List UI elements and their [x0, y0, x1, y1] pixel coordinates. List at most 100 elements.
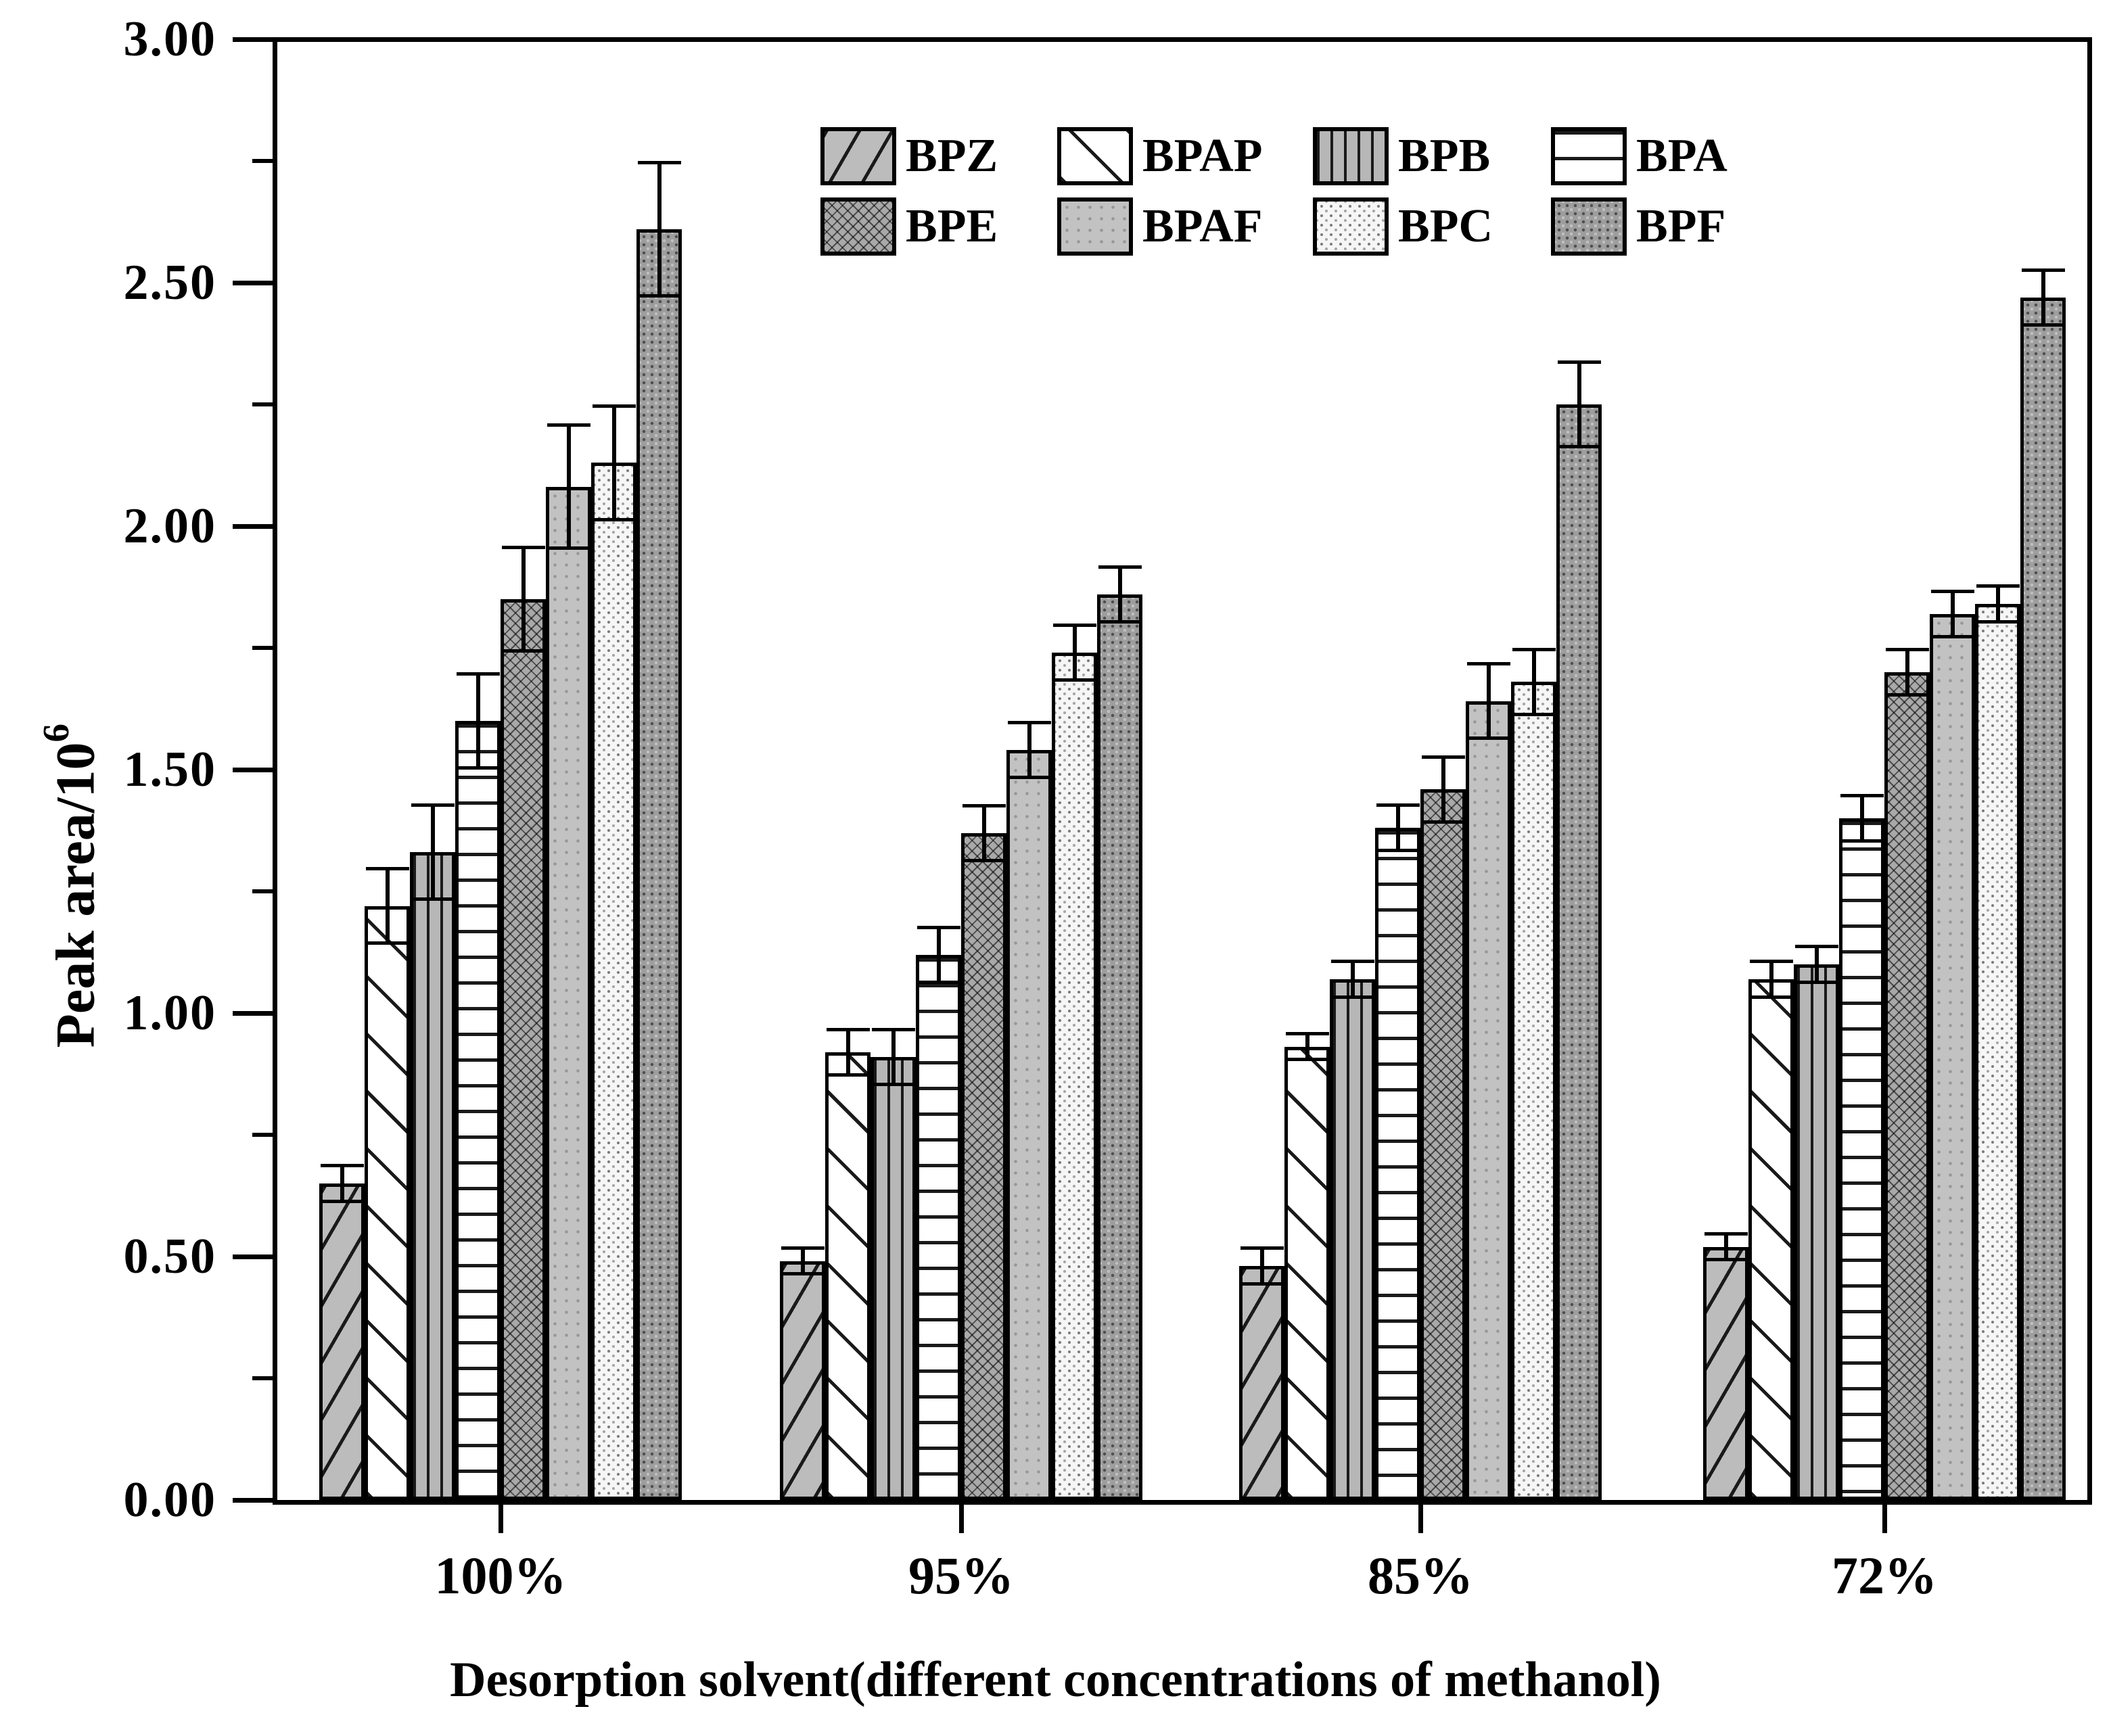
error-bar-BPC-85%	[1512, 648, 1556, 716]
bar-BPZ-100%	[319, 1183, 365, 1500]
legend-swatch-BPE	[820, 197, 896, 256]
bar-BPF-100%	[636, 229, 682, 1500]
error-bar-BPA-72%	[1840, 794, 1884, 843]
legend-swatch-BPA	[1551, 127, 1627, 185]
y-minor-tick	[252, 646, 273, 650]
error-bar-BPAP-95%	[827, 1028, 870, 1077]
error-bar-BPAF-72%	[1931, 590, 1974, 638]
error-bar-BPAP-85%	[1286, 1032, 1329, 1061]
bar-BPE-95%	[961, 833, 1006, 1500]
error-bar-BPB-95%	[872, 1028, 915, 1086]
bar-BPAF-72%	[1930, 614, 1975, 1500]
bar-BPE-72%	[1884, 672, 1930, 1500]
y-major-tick	[233, 524, 273, 529]
legend-swatch-BPZ	[820, 127, 896, 185]
bar-BPA-95%	[916, 955, 961, 1500]
legend-label-BPA: BPA	[1636, 130, 1727, 182]
x-tick-label: 72%	[1832, 1546, 1937, 1605]
error-bar-BPE-85%	[1422, 755, 1465, 824]
error-bar-BPAF-100%	[547, 423, 590, 550]
error-bar-BPE-100%	[502, 546, 545, 653]
y-major-tick	[233, 37, 273, 42]
error-bar-BPZ-72%	[1704, 1232, 1748, 1261]
y-tick-label: 2.00	[123, 498, 216, 554]
bar-BPC-95%	[1052, 653, 1097, 1500]
y-minor-tick	[252, 1376, 273, 1380]
legend-swatch-BPAP	[1057, 127, 1133, 185]
legend-item-BPB: BPB	[1313, 127, 1551, 185]
error-bar-BPA-85%	[1376, 803, 1420, 852]
bar-BPAP-100%	[365, 906, 410, 1500]
bar-BPE-85%	[1420, 789, 1466, 1500]
legend-label-BPC: BPC	[1398, 200, 1493, 252]
legend-swatch-BPAF	[1057, 197, 1133, 256]
legend-item-BPZ: BPZ	[820, 127, 1057, 185]
bar-BPB-100%	[410, 852, 455, 1500]
error-bar-BPF-85%	[1558, 360, 1601, 448]
legend-item-BPAF: BPAF	[1057, 197, 1313, 256]
bar-BPA-100%	[455, 721, 501, 1500]
error-bar-BPF-95%	[1098, 565, 1142, 624]
legend-label-BPAP: BPAP	[1142, 130, 1263, 182]
x-tick-label: 95%	[908, 1546, 1014, 1605]
bar-BPF-85%	[1556, 404, 1602, 1500]
error-bar-BPZ-85%	[1240, 1246, 1284, 1286]
error-bar-BPC-95%	[1053, 624, 1096, 682]
y-tick-label: 0.00	[123, 1472, 216, 1528]
y-tick-label: 0.50	[123, 1229, 216, 1284]
bar-BPC-85%	[1511, 682, 1556, 1500]
bar-BPAP-72%	[1748, 979, 1794, 1500]
y-major-tick	[233, 1011, 273, 1016]
error-bar-BPE-72%	[1886, 648, 1929, 697]
y-minor-tick	[252, 889, 273, 893]
bar-BPA-72%	[1839, 818, 1884, 1500]
x-tick	[1882, 1505, 1887, 1533]
error-bar-BPAP-100%	[366, 867, 409, 945]
error-bar-BPB-72%	[1795, 945, 1838, 984]
error-bar-BPB-100%	[411, 803, 455, 901]
legend-item-BPA: BPA	[1551, 127, 1774, 185]
x-tick	[498, 1505, 503, 1533]
bar-BPZ-72%	[1703, 1247, 1748, 1500]
bar-BPAF-95%	[1006, 750, 1052, 1500]
legend-label-BPF: BPF	[1636, 200, 1726, 252]
bar-BPF-72%	[2020, 298, 2066, 1500]
x-axis-title: Desorption solvent(different concentrati…	[450, 1652, 1661, 1708]
y-axis-title-box: Peak area/106	[20, 548, 122, 1224]
legend-label-BPB: BPB	[1398, 130, 1491, 182]
legend-label-BPE: BPE	[906, 200, 998, 252]
error-bar-BPA-95%	[917, 926, 960, 984]
bar-BPA-85%	[1375, 828, 1420, 1500]
bar-BPE-100%	[501, 599, 546, 1500]
bar-BPAF-100%	[546, 487, 591, 1500]
legend: BPZ BPAP BPB BPA BPE BPAF BPC BPF	[820, 127, 1774, 256]
bar-BPB-72%	[1794, 964, 1839, 1500]
error-bar-BPAF-95%	[1008, 721, 1051, 779]
bar-BPF-95%	[1097, 594, 1142, 1500]
legend-item-BPF: BPF	[1551, 197, 1774, 256]
legend-item-BPAP: BPAP	[1057, 127, 1313, 185]
legend-swatch-BPF	[1551, 197, 1627, 256]
error-bar-BPE-95%	[962, 804, 1006, 862]
error-bar-BPC-100%	[593, 404, 636, 521]
error-bar-BPAP-72%	[1750, 960, 1793, 999]
x-tick	[959, 1505, 964, 1533]
legend-label-BPZ: BPZ	[906, 130, 998, 182]
error-bar-BPZ-100%	[321, 1164, 364, 1203]
bar-BPC-72%	[1975, 604, 2020, 1500]
x-tick-label: 100%	[434, 1546, 567, 1605]
legend-swatch-BPB	[1313, 127, 1389, 185]
y-major-tick	[233, 768, 273, 772]
bar-BPAF-85%	[1466, 701, 1511, 1500]
y-tick-label: 3.00	[123, 11, 216, 67]
y-minor-tick	[252, 159, 273, 163]
error-bar-BPZ-95%	[781, 1246, 825, 1275]
bar-BPB-95%	[871, 1057, 916, 1500]
y-tick-label: 1.50	[123, 742, 216, 797]
bar-BPAP-85%	[1284, 1047, 1330, 1500]
x-tick	[1418, 1505, 1423, 1533]
bar-BPB-85%	[1330, 979, 1375, 1500]
y-major-tick	[233, 1498, 273, 1503]
bar-BPZ-85%	[1239, 1266, 1284, 1500]
